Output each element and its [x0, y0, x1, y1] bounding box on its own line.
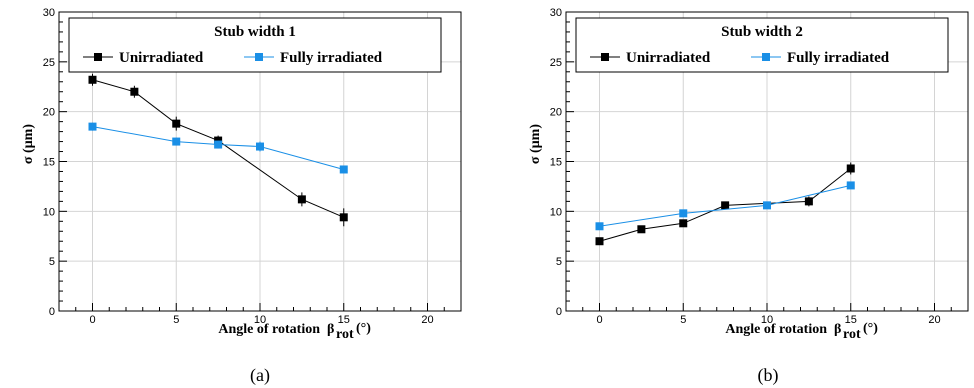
legend-marker [601, 53, 609, 61]
chart-panel-a: 0 5 10 15 20 0 5 10 15 20 25 30 Angle of rotation β ro… [21, 7, 462, 386]
legend-marker [255, 53, 263, 61]
x-axis-subscript: rot [843, 327, 861, 342]
x-tick-label: 0 [596, 314, 602, 326]
y-tick-label: 5 [49, 256, 55, 268]
y-tick-label: 20 [550, 107, 562, 119]
data-point [172, 137, 181, 146]
x-axis-unit: (°) [863, 321, 878, 336]
x-axis-subscript: rot [336, 327, 354, 342]
y-tick-label: 30 [43, 7, 55, 19]
legend-title: Stub width 2 [721, 24, 803, 40]
x-tick-label: 5 [173, 314, 179, 326]
x-tick-label: 20 [421, 314, 433, 326]
data-point [846, 181, 855, 190]
data-point [721, 201, 730, 210]
legend-label: Unirradiated [119, 50, 204, 66]
data-point [763, 201, 771, 210]
y-tick-label: 15 [550, 157, 562, 169]
series-fully-irradiated [595, 181, 855, 231]
x-tick-label: 10 [761, 314, 773, 326]
series-line [599, 184, 851, 227]
chart-panel-b: 0 5 10 15 20 0 5 10 15 20 25 30 Angle of rotation β ro… [528, 7, 969, 386]
legend-label: Unirradiated [626, 50, 711, 66]
x-tick-label: 0 [89, 314, 95, 326]
x-tick-label: 15 [338, 314, 350, 326]
y-tick-label: 0 [556, 306, 562, 318]
y-axis-label: σ (µm) [528, 124, 543, 165]
data-point [297, 195, 306, 204]
legend-title: Stub width 1 [214, 24, 296, 40]
legend-marker [762, 53, 770, 61]
x-axis-label: Angle of rotation [218, 322, 320, 337]
series-line [92, 79, 344, 218]
x-axis-label: Angle of rotation [725, 322, 827, 337]
x-axis-symbol: β [327, 322, 334, 337]
x-tick-label: 5 [680, 314, 686, 326]
y-tick-label: 0 [49, 306, 55, 318]
series-fully-irradiated [88, 122, 348, 174]
y-tick-label: 25 [43, 57, 55, 69]
x-axis-unit: (°) [356, 321, 371, 336]
series-line [599, 168, 852, 242]
figure-caption: (b) [758, 365, 779, 386]
data-point [846, 164, 855, 173]
legend-box [68, 17, 442, 73]
data-point [130, 87, 139, 96]
y-axis-label: σ (µm) [21, 124, 36, 165]
figure-caption: (a) [250, 365, 270, 386]
y-tick-label: 20 [43, 107, 55, 119]
x-tick-label: 20 [928, 314, 940, 326]
y-tick-label: 10 [550, 206, 562, 218]
x-tick-label: 15 [845, 314, 857, 326]
legend: Stub width 2 Unirradiated Fully irradiated [575, 17, 949, 73]
data-point [637, 225, 646, 234]
legend-marker [94, 53, 102, 61]
data-point [595, 237, 604, 246]
data-point [339, 213, 348, 222]
y-tick-label: 5 [556, 256, 562, 268]
series-unirradiated [595, 162, 855, 246]
y-tick-label: 15 [43, 157, 55, 169]
legend-box [575, 17, 949, 73]
data-point [214, 140, 223, 149]
y-tick-label: 10 [43, 206, 55, 218]
x-tick-label: 10 [254, 314, 266, 326]
legend-label: Fully irradiated [280, 50, 383, 66]
data-point [339, 165, 348, 174]
data-point [172, 119, 181, 128]
data-point [679, 209, 688, 218]
legend: Stub width 1 Unirradiated Fully irradiated [68, 17, 442, 73]
legend-label: Fully irradiated [787, 50, 890, 66]
data-point [88, 75, 97, 84]
data-point [88, 122, 97, 131]
data-point [256, 142, 264, 151]
y-tick-label: 25 [550, 57, 562, 69]
x-axis-symbol: β [834, 322, 841, 337]
data-point [595, 222, 604, 231]
y-tick-label: 30 [550, 7, 562, 19]
data-point [679, 219, 688, 228]
data-point [804, 197, 813, 206]
